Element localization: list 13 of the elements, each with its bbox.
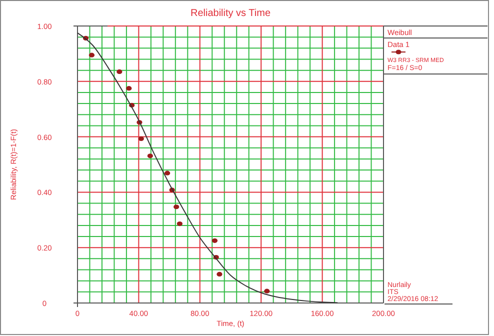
point: [116, 69, 122, 74]
point: [126, 86, 132, 91]
point: [88, 52, 95, 58]
point: [176, 221, 183, 226]
point: [216, 272, 222, 276]
point: [212, 238, 218, 243]
point: [164, 170, 170, 176]
point: [147, 154, 153, 158]
line-series: [77, 32, 338, 304]
point: [138, 136, 144, 142]
chart-title: Reliability vs Time: [190, 8, 271, 19]
point: [174, 204, 180, 210]
point: [264, 288, 270, 294]
